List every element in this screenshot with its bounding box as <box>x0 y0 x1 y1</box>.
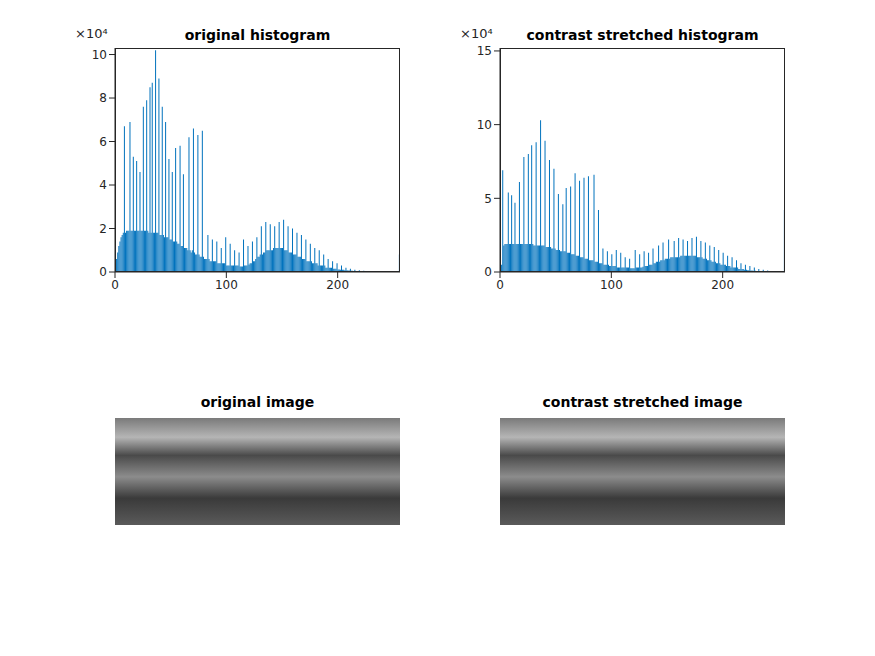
html-text:×10⁴: ×10⁴ <box>75 26 108 41</box>
svg-text:0: 0 <box>484 265 492 279</box>
svg-text:15: 15 <box>477 44 492 58</box>
svg-text:0: 0 <box>496 278 504 292</box>
html-text:original histogram: original histogram <box>184 27 331 43</box>
svg-text:0: 0 <box>99 265 107 279</box>
svg-text:6: 6 <box>99 135 107 149</box>
svg-text:200: 200 <box>326 278 349 292</box>
svg-text:4: 4 <box>99 178 107 192</box>
svg-text:200: 200 <box>711 278 734 292</box>
svg-text:10: 10 <box>92 48 107 62</box>
svg-text:100: 100 <box>215 278 238 292</box>
html-text:contrast stretched image: contrast stretched image <box>542 394 743 410</box>
html-text:×10⁴: ×10⁴ <box>460 26 493 41</box>
html-text:contrast stretched histogram: contrast stretched histogram <box>526 27 759 43</box>
html-text:original image: original image <box>200 394 315 410</box>
svg-text:5: 5 <box>484 192 492 206</box>
svg-text:8: 8 <box>99 91 107 105</box>
svg-text:100: 100 <box>600 278 623 292</box>
svg-text:10: 10 <box>477 118 492 132</box>
svg-text:2: 2 <box>99 222 107 236</box>
svg-text:0: 0 <box>111 278 119 292</box>
